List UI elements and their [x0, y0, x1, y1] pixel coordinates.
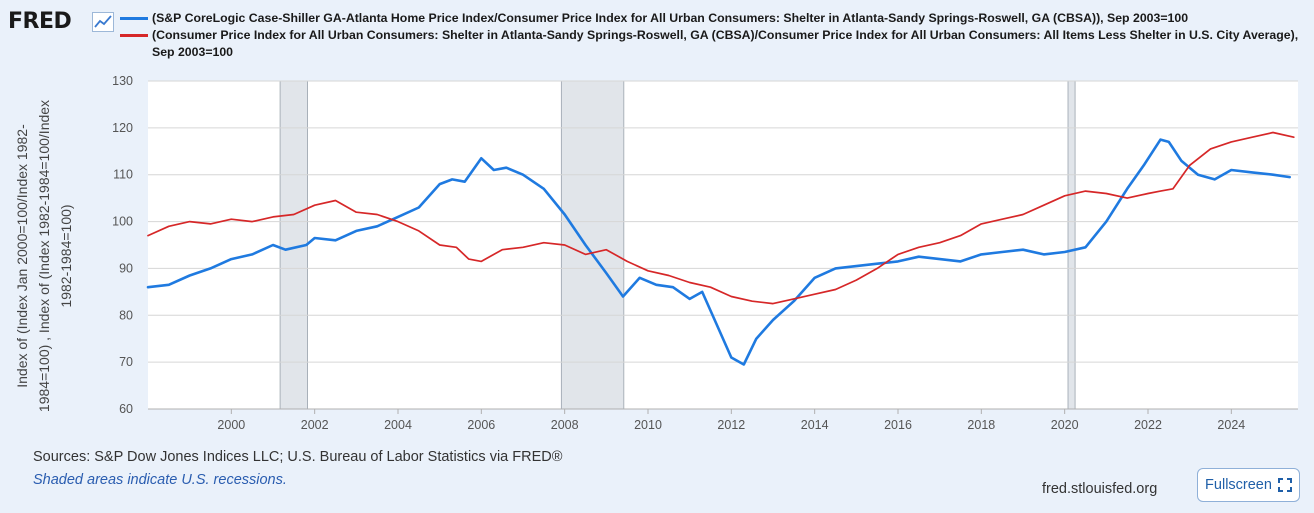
legend-swatch-series-1 [120, 17, 148, 20]
x-tick-label-2004: 2004 [384, 418, 412, 432]
chart-legend: (S&P CoreLogic Case-Shiller GA-Atlanta H… [120, 10, 1300, 61]
legend-swatch-series-2 [120, 34, 148, 37]
x-tick-label-2016: 2016 [884, 418, 912, 432]
y-tick-label-80: 80 [119, 308, 133, 322]
legend-item-series-1[interactable]: (S&P CoreLogic Case-Shiller GA-Atlanta H… [120, 10, 1300, 27]
recession-band-3 [1067, 80, 1076, 410]
fred-logo[interactable]: FRED [8, 9, 72, 34]
y-tick-label-60: 60 [119, 402, 133, 416]
y-tick-label-120: 120 [112, 121, 133, 135]
x-tick-label-2000: 2000 [217, 418, 245, 432]
legend-label-series-1: (S&P CoreLogic Case-Shiller GA-Atlanta H… [152, 11, 1189, 25]
header: FRED (S&P CoreLogic Case-Shiller GA-Atla… [8, 9, 1308, 65]
y-tick-label-130: 130 [112, 74, 133, 88]
recession-band-2 [560, 80, 625, 410]
x-tick-label-2006: 2006 [467, 418, 495, 432]
x-tick-label-2014: 2014 [801, 418, 829, 432]
x-tick-label-2020: 2020 [1051, 418, 1079, 432]
series-line-2 [147, 131, 1295, 305]
sources-text: Sources: S&P Dow Jones Indices LLC; U.S.… [33, 449, 563, 465]
x-tick-label-2018: 2018 [967, 418, 995, 432]
y-tick-label-70: 70 [119, 355, 133, 369]
legend-item-series-2[interactable]: (Consumer Price Index for All Urban Cons… [120, 27, 1300, 61]
trend-line-icon [92, 12, 114, 32]
recession-note: Shaded areas indicate U.S. recessions. [33, 472, 287, 488]
legend-label-series-2: (Consumer Price Index for All Urban Cons… [152, 28, 1299, 59]
site-url[interactable]: fred.stlouisfed.org [1042, 481, 1158, 497]
x-tick-label-2002: 2002 [301, 418, 329, 432]
plot-area [148, 81, 1298, 409]
x-tick-label-2012: 2012 [717, 418, 745, 432]
series-line-1 [146, 138, 1291, 366]
x-tick-label-2022: 2022 [1134, 418, 1162, 432]
fullscreen-label: Fullscreen [1205, 477, 1272, 493]
y-tick-label-100: 100 [112, 215, 133, 229]
x-tick-label-2008: 2008 [551, 418, 579, 432]
expand-icon [1277, 478, 1292, 492]
fullscreen-button[interactable]: Fullscreen [1197, 468, 1300, 502]
y-tick-label-90: 90 [119, 261, 133, 275]
x-tick-label-2024: 2024 [1217, 418, 1245, 432]
x-tick-label-2010: 2010 [634, 418, 662, 432]
y-tick-label-110: 110 [113, 168, 133, 182]
